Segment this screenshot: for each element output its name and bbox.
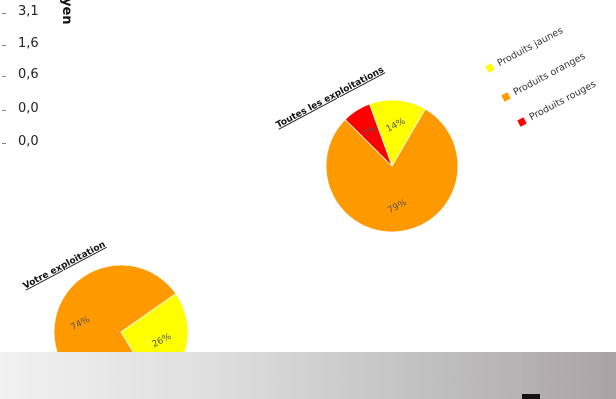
value-text: 0,0 [18, 134, 39, 149]
legend-label: Produits jaunes [496, 25, 565, 69]
footer-mark [522, 394, 540, 399]
value-row: 3,1 [0, 4, 60, 24]
value-list: 3,1 1,6 0,6 0,0 0,0 yen [0, 0, 80, 160]
pie-chart-all-farms: 14%79%7%Toutes les exploitations [275, 65, 459, 233]
legend-swatch-produits-jaunes [485, 63, 495, 73]
pie-slice-produits-jaunes [368, 99, 426, 167]
tick-mark [2, 76, 6, 77]
value-row: 0,0 [0, 101, 60, 121]
pie-slice-produits-rouges [344, 103, 393, 167]
legend-swatch-produits-oranges [501, 92, 511, 102]
value-text: 3,1 [18, 4, 39, 19]
pie-slice-produits-oranges [325, 108, 459, 233]
value-text: 1,6 [18, 36, 39, 51]
legend-swatch-produits-rouges [517, 117, 527, 127]
value-row: 0,0 [0, 134, 60, 154]
value-row: 1,6 [0, 36, 60, 56]
value-text: 0,0 [18, 101, 39, 116]
tick-mark [2, 110, 6, 111]
footer-bar [0, 352, 616, 399]
tick-mark [2, 45, 6, 46]
value-row: 0,6 [0, 67, 60, 87]
tick-mark [2, 13, 6, 14]
value-text: 0,6 [18, 67, 39, 82]
tick-mark [2, 143, 6, 144]
